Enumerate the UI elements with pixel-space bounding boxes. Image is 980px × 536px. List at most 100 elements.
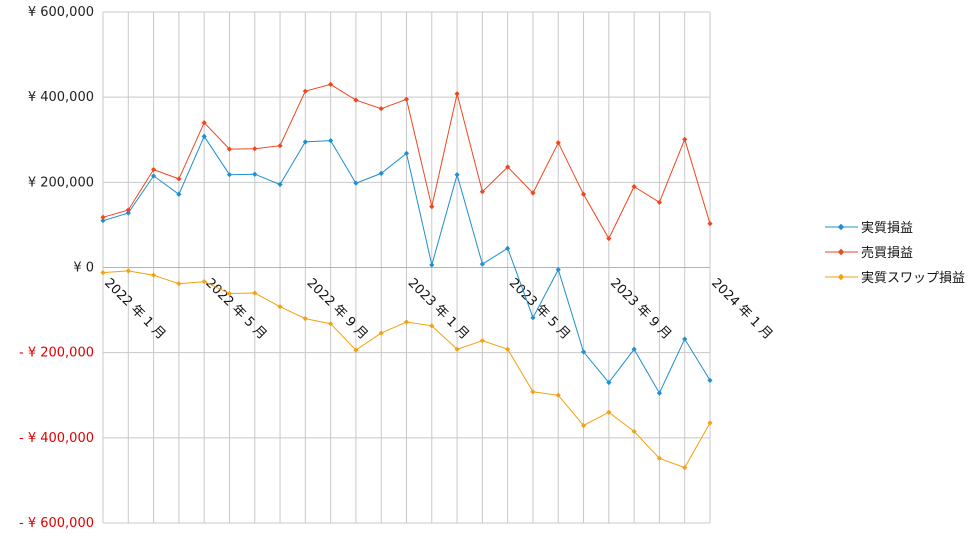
data-point — [201, 133, 207, 139]
data-point — [226, 146, 233, 152]
data-point — [302, 139, 308, 145]
data-point — [479, 338, 485, 344]
data-point — [353, 180, 359, 186]
data-point — [226, 290, 233, 297]
data-point — [100, 214, 106, 220]
chart-grid — [102, 11, 711, 524]
data-point — [378, 106, 384, 112]
data-point — [252, 146, 258, 152]
data-point — [555, 267, 561, 273]
data-point — [454, 172, 460, 178]
data-point — [682, 136, 688, 142]
data-point — [429, 204, 435, 210]
data-point — [353, 347, 359, 353]
data-point — [707, 221, 713, 227]
data-point — [378, 170, 384, 176]
data-point — [530, 389, 536, 395]
data-point — [328, 321, 334, 327]
y-tick-label: - ¥ 400,000 — [19, 431, 94, 446]
data-point — [150, 173, 157, 179]
data-point — [176, 191, 182, 197]
data-point — [505, 164, 511, 170]
data-point — [682, 336, 688, 342]
y-tick-label: ¥ 200,000 — [28, 175, 94, 190]
data-point — [530, 190, 536, 196]
data-point — [606, 235, 612, 242]
data-point — [226, 172, 233, 178]
x-tick-label: 2023 年 1 月 — [405, 276, 472, 343]
x-axis-tick-labels: 2022 年 1 月 2022 年 5 月 2022 年 9 月 2023 年 1 月… — [101, 276, 775, 343]
legend-label: 実質スワップ損益 — [861, 270, 965, 286]
legend-entry: 実質スワップ損益 — [825, 270, 965, 286]
data-point — [176, 176, 182, 182]
data-point — [201, 120, 207, 126]
data-point — [580, 191, 587, 197]
data-point — [555, 392, 561, 398]
data-point — [580, 422, 587, 429]
data-point — [606, 409, 612, 415]
data-point — [631, 346, 637, 352]
legend-marker — [837, 248, 845, 256]
data-point — [302, 316, 308, 322]
data-point — [631, 428, 637, 435]
data-point — [530, 315, 536, 321]
x-tick-label: 2024 年 1 月 — [708, 276, 775, 343]
y-tick-label: ¥ 0 — [73, 261, 94, 276]
data-point — [328, 81, 334, 87]
legend-label: 売買損益 — [861, 245, 913, 261]
data-point — [201, 278, 207, 285]
data-point — [176, 281, 182, 287]
data-point — [505, 346, 511, 352]
data-point — [328, 138, 334, 144]
legend-marker — [837, 223, 845, 231]
data-point — [150, 166, 157, 173]
data-point — [277, 304, 283, 310]
y-tick-label: ¥ 600,000 — [28, 5, 94, 20]
data-point — [277, 143, 283, 149]
data-point — [606, 379, 612, 386]
y-tick-label: - ¥ 600,000 — [19, 516, 94, 531]
data-point — [454, 91, 460, 97]
data-point — [707, 377, 713, 383]
data-point — [454, 346, 460, 352]
data-point — [403, 96, 410, 102]
data-point — [353, 97, 359, 103]
data-point — [150, 272, 157, 278]
data-point — [479, 189, 485, 195]
x-tick-label: 2023 年 9 月 — [607, 276, 674, 343]
y-tick-label: - ¥ 200,000 — [19, 346, 94, 361]
x-tick-label: 2022 年 9 月 — [304, 276, 371, 343]
data-point — [580, 349, 587, 355]
data-point — [125, 268, 131, 274]
data-point — [403, 150, 410, 156]
data-point — [252, 290, 258, 296]
data-point — [125, 210, 131, 216]
data-point — [479, 261, 485, 267]
legend-label: 実質損益 — [861, 220, 913, 236]
data-point — [100, 218, 106, 224]
data-point — [682, 465, 688, 471]
data-point — [656, 199, 663, 205]
series-2 — [100, 268, 713, 471]
data-point — [302, 88, 308, 94]
legend-entry: 売買損益 — [825, 245, 913, 261]
data-point — [277, 181, 283, 188]
y-tick-label: ¥ 400,000 — [28, 90, 94, 105]
data-point — [631, 183, 637, 190]
data-point — [429, 262, 435, 268]
data-point — [100, 270, 106, 276]
series-0 — [100, 133, 713, 396]
data-point — [252, 171, 258, 177]
data-point — [125, 207, 131, 213]
data-point — [429, 323, 435, 329]
data-point — [505, 245, 511, 251]
legend-marker — [837, 273, 845, 281]
y-axis-tick-labels: ¥ 600,000 ¥ 400,000 ¥ 200,000 ¥ 0 - ¥ 200,00… — [19, 5, 94, 531]
series-1 — [100, 81, 713, 242]
x-tick-label: 2022 年 1 月 — [101, 276, 168, 343]
data-point — [707, 420, 713, 426]
data-point — [656, 455, 663, 461]
data-point — [555, 140, 561, 146]
